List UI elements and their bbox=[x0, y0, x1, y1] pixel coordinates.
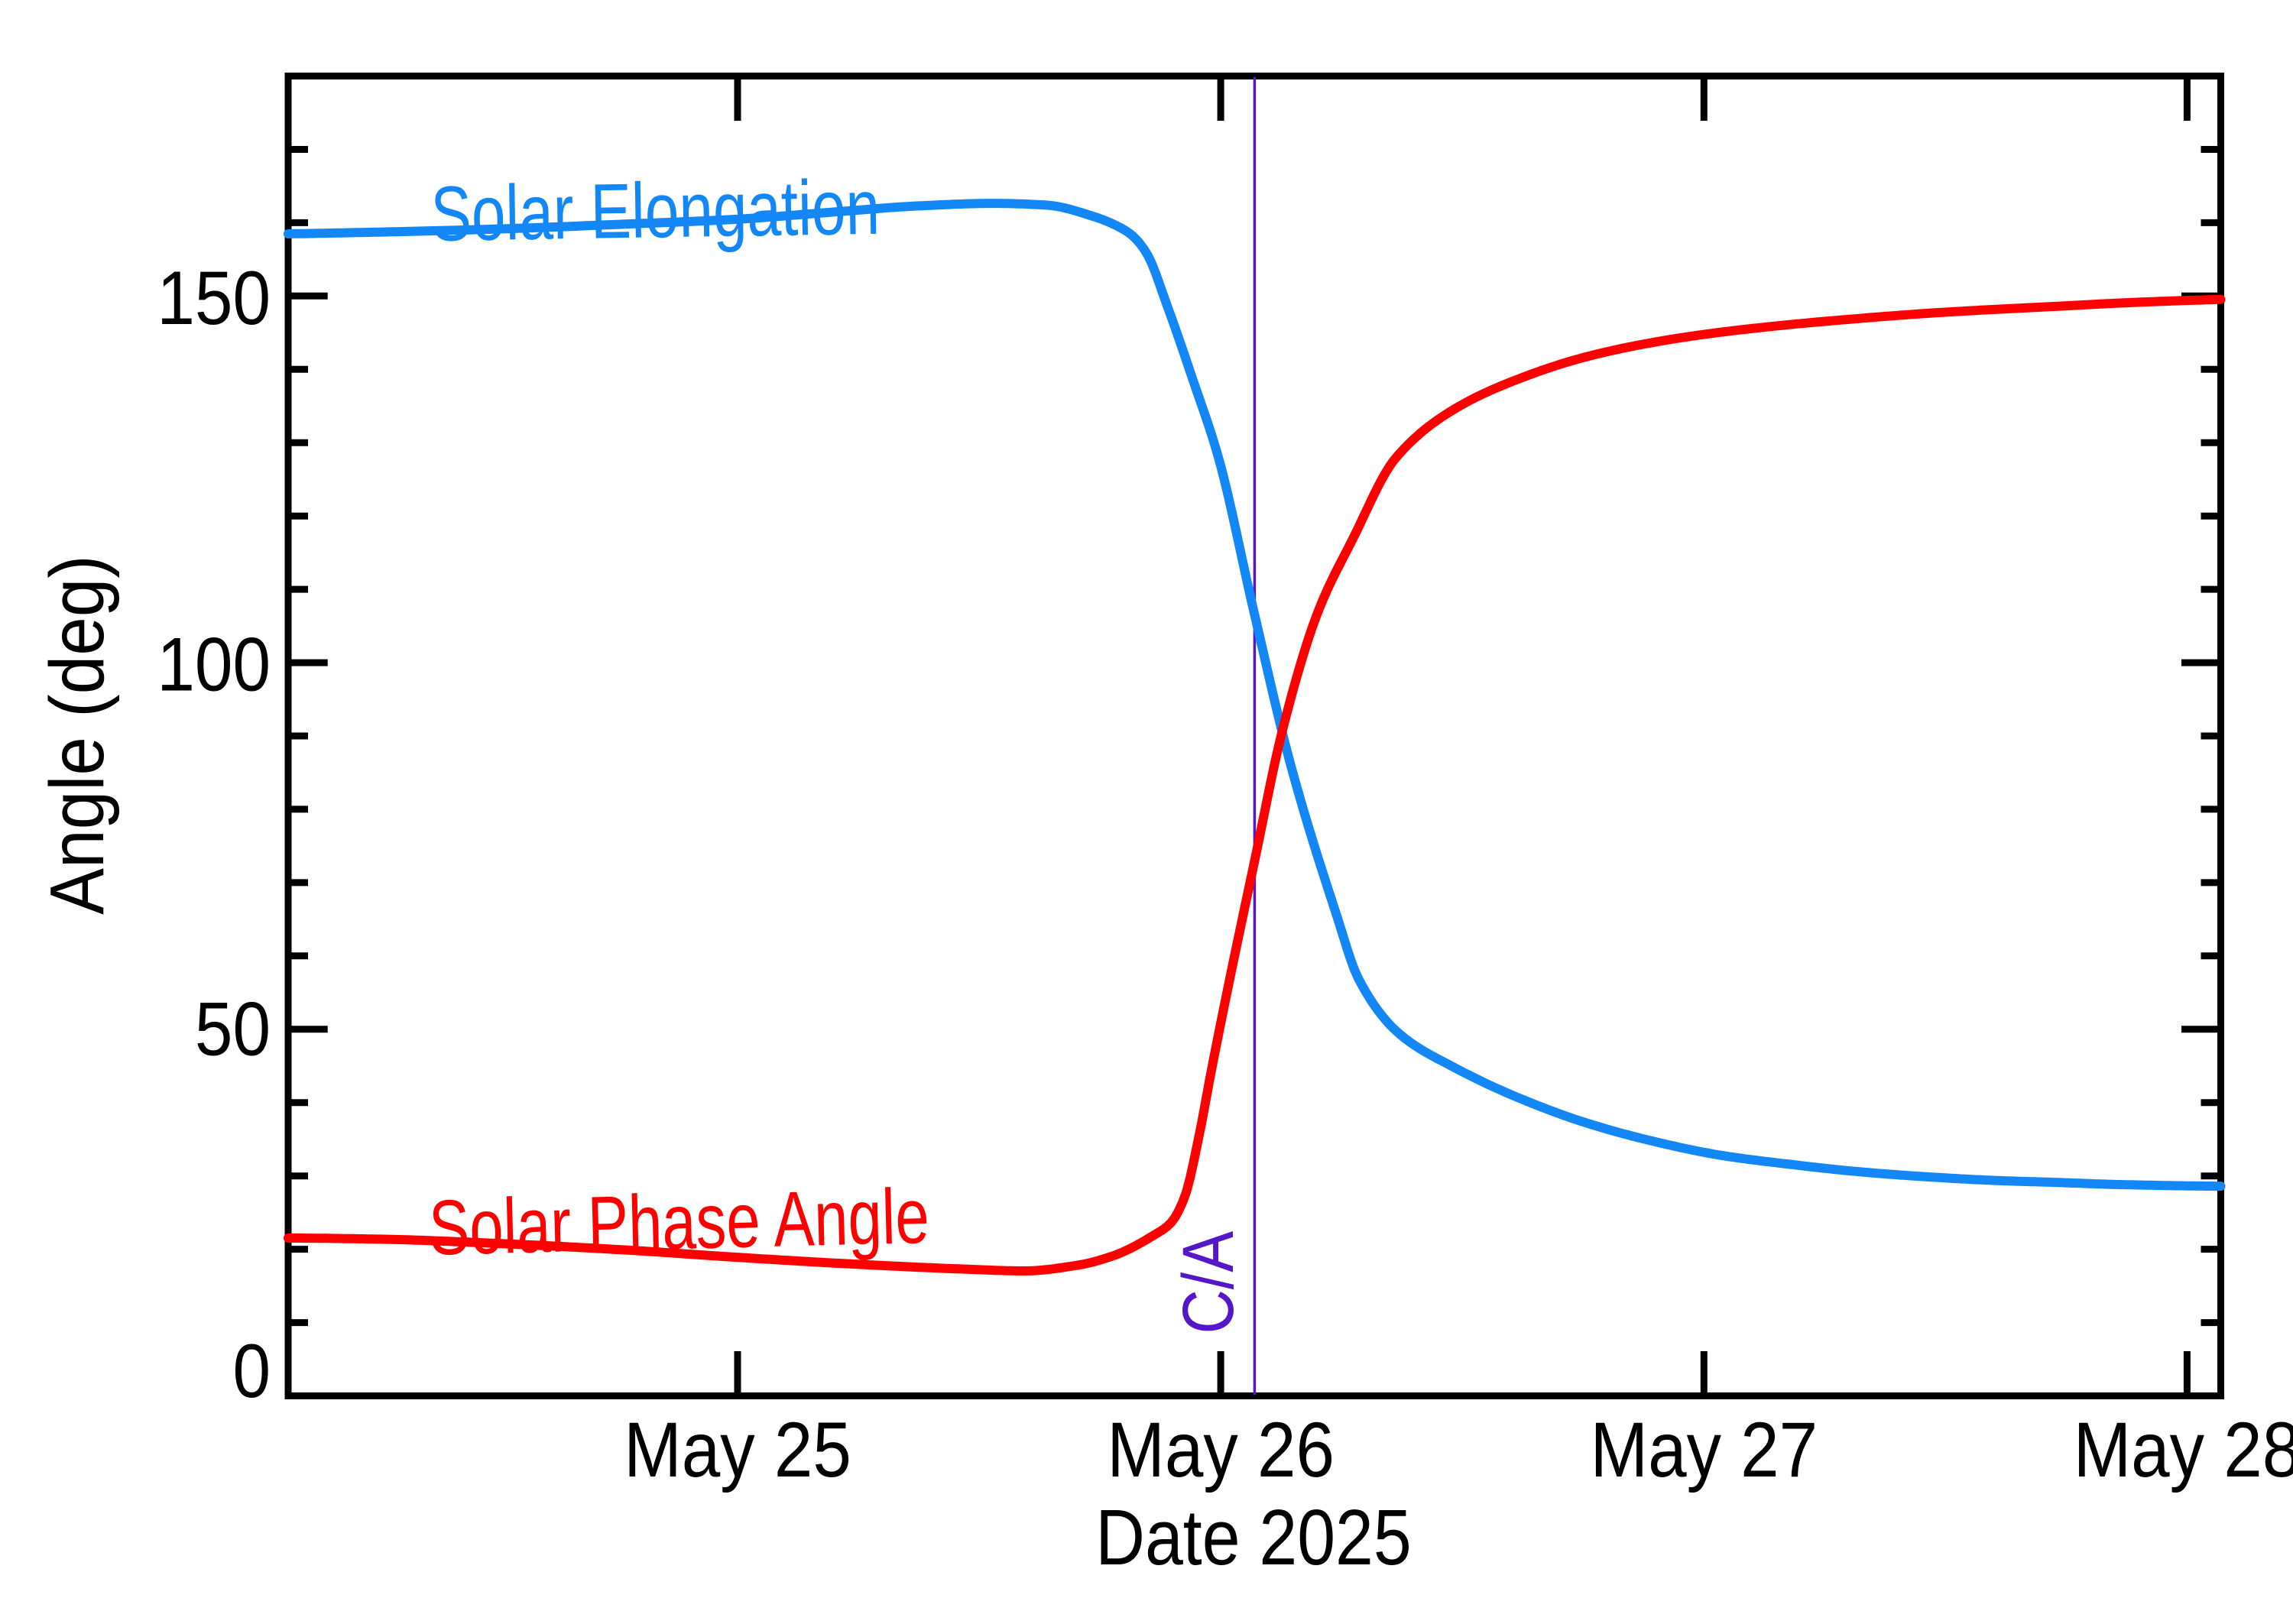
svg-text:Date 2025: Date 2025 bbox=[1095, 1494, 1411, 1581]
svg-text:May 25: May 25 bbox=[624, 1407, 851, 1493]
svg-text:150: 150 bbox=[157, 256, 271, 340]
svg-text:50: 50 bbox=[195, 987, 271, 1071]
svg-text:100: 100 bbox=[157, 622, 271, 706]
svg-text:May 26: May 26 bbox=[1107, 1407, 1335, 1493]
svg-text:Angle (deg): Angle (deg) bbox=[34, 555, 120, 914]
svg-text:May 27: May 27 bbox=[1590, 1407, 1818, 1493]
svg-text:Solar Elongation: Solar Elongation bbox=[430, 164, 881, 258]
svg-text:May 28: May 28 bbox=[2074, 1407, 2293, 1493]
svg-text:0: 0 bbox=[232, 1329, 271, 1413]
svg-text:Solar Phase Angle: Solar Phase Angle bbox=[428, 1172, 930, 1272]
svg-text:C/A: C/A bbox=[1167, 1231, 1249, 1334]
